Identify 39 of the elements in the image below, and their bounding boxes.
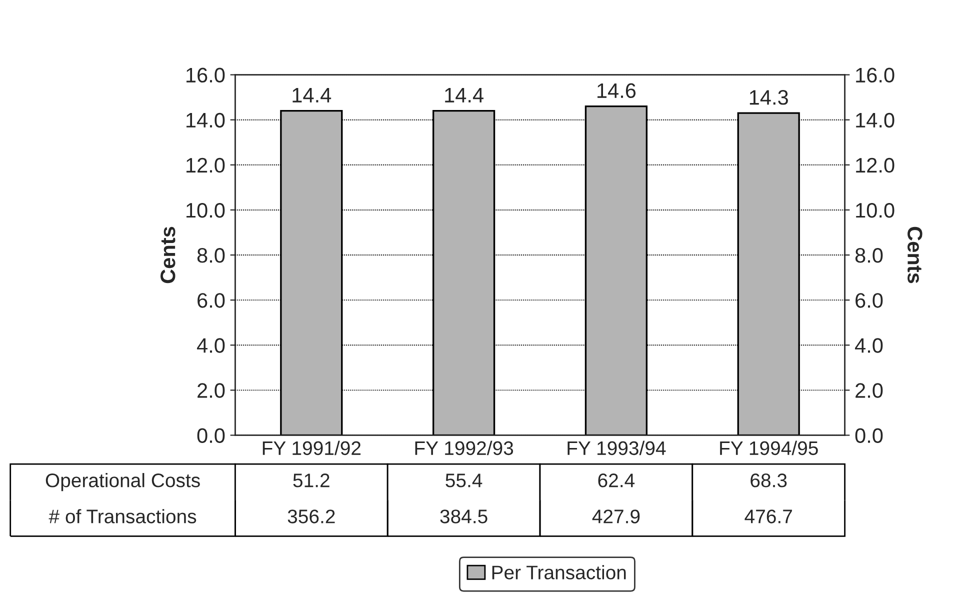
y-tick-label: 12.0 xyxy=(186,158,225,173)
y2-axis-title: Cents xyxy=(908,226,922,284)
y-tick-label: 6.0 xyxy=(198,293,225,308)
y2-tick-label: 12.0 xyxy=(856,158,894,173)
y-tick-label: 4.0 xyxy=(197,338,225,353)
y2-tick-label: 10.0 xyxy=(856,202,894,218)
legend-label: Per Transaction xyxy=(492,565,626,580)
data-label: 14.4 xyxy=(292,88,332,102)
y-tick-label: 14.0 xyxy=(186,112,225,128)
y2-tick-label: 16.0 xyxy=(856,68,894,83)
text: 68.3 xyxy=(750,474,787,488)
text: 356.2 xyxy=(288,510,335,524)
y2-tick-label: 14.0 xyxy=(856,112,894,128)
y-tick-label: 10.0 xyxy=(186,202,225,218)
x-tick-label: FY 1993/94 xyxy=(568,440,666,456)
text: 476.7 xyxy=(744,510,792,524)
x-tick-label: FY 1991/92 xyxy=(262,440,361,456)
text: Operational Costs xyxy=(46,473,200,492)
y-tick-label: 16.0 xyxy=(186,68,225,83)
y-axis-title: Cents xyxy=(160,226,176,284)
text: 51.2 xyxy=(293,474,330,488)
text: 384.5 xyxy=(440,510,488,524)
text: 62.4 xyxy=(598,474,635,488)
y2-tick-label: 6.0 xyxy=(856,293,883,308)
text: 427.9 xyxy=(592,510,640,524)
y-tick-label: 0.0 xyxy=(197,428,225,443)
text: # of Transactions xyxy=(48,509,196,524)
data-label: 14.3 xyxy=(750,90,788,105)
y-tick-label: 2.0 xyxy=(198,383,225,398)
data-label: 14.4 xyxy=(445,88,484,102)
y2-tick-label: 4.0 xyxy=(855,338,883,353)
x-tick-label: FY 1992/93 xyxy=(415,440,514,456)
y2-tick-label: 8.0 xyxy=(855,248,883,263)
x-tick-label: FY 1994/95 xyxy=(720,440,818,456)
y-tick-label: 8.0 xyxy=(197,248,225,263)
y2-tick-label: 2.0 xyxy=(856,383,883,398)
y2-tick-label: 0.0 xyxy=(855,428,883,443)
data-label: 14.6 xyxy=(598,83,636,98)
text: 55.4 xyxy=(446,474,482,488)
